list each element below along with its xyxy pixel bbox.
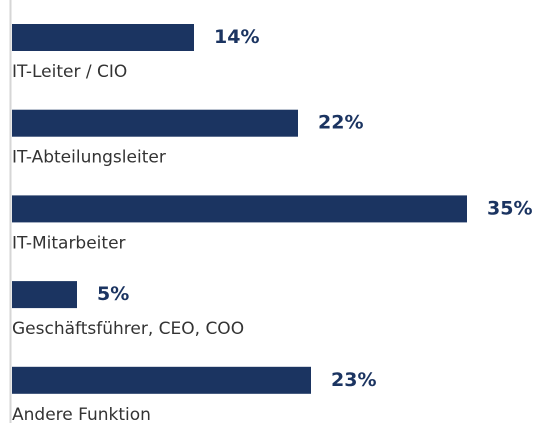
bar: [12, 281, 77, 309]
value-label: 35%: [487, 197, 532, 219]
value-label: 23%: [331, 369, 376, 391]
value-label: 14%: [214, 26, 259, 48]
category-label: Geschäftsführer, CEO, COO: [12, 319, 244, 339]
category-label: IT-Abteilungsleiter: [12, 148, 166, 168]
bar: [12, 366, 311, 394]
bar: [12, 24, 194, 51]
bar: [12, 195, 467, 223]
bar: [12, 109, 298, 137]
value-label: 22%: [318, 112, 363, 134]
value-label: 5%: [97, 283, 129, 305]
category-label: IT-Mitarbeiter: [12, 233, 126, 253]
category-label: IT-Leiter / CIO: [12, 62, 127, 82]
category-label: Andere Funktion: [12, 405, 151, 423]
